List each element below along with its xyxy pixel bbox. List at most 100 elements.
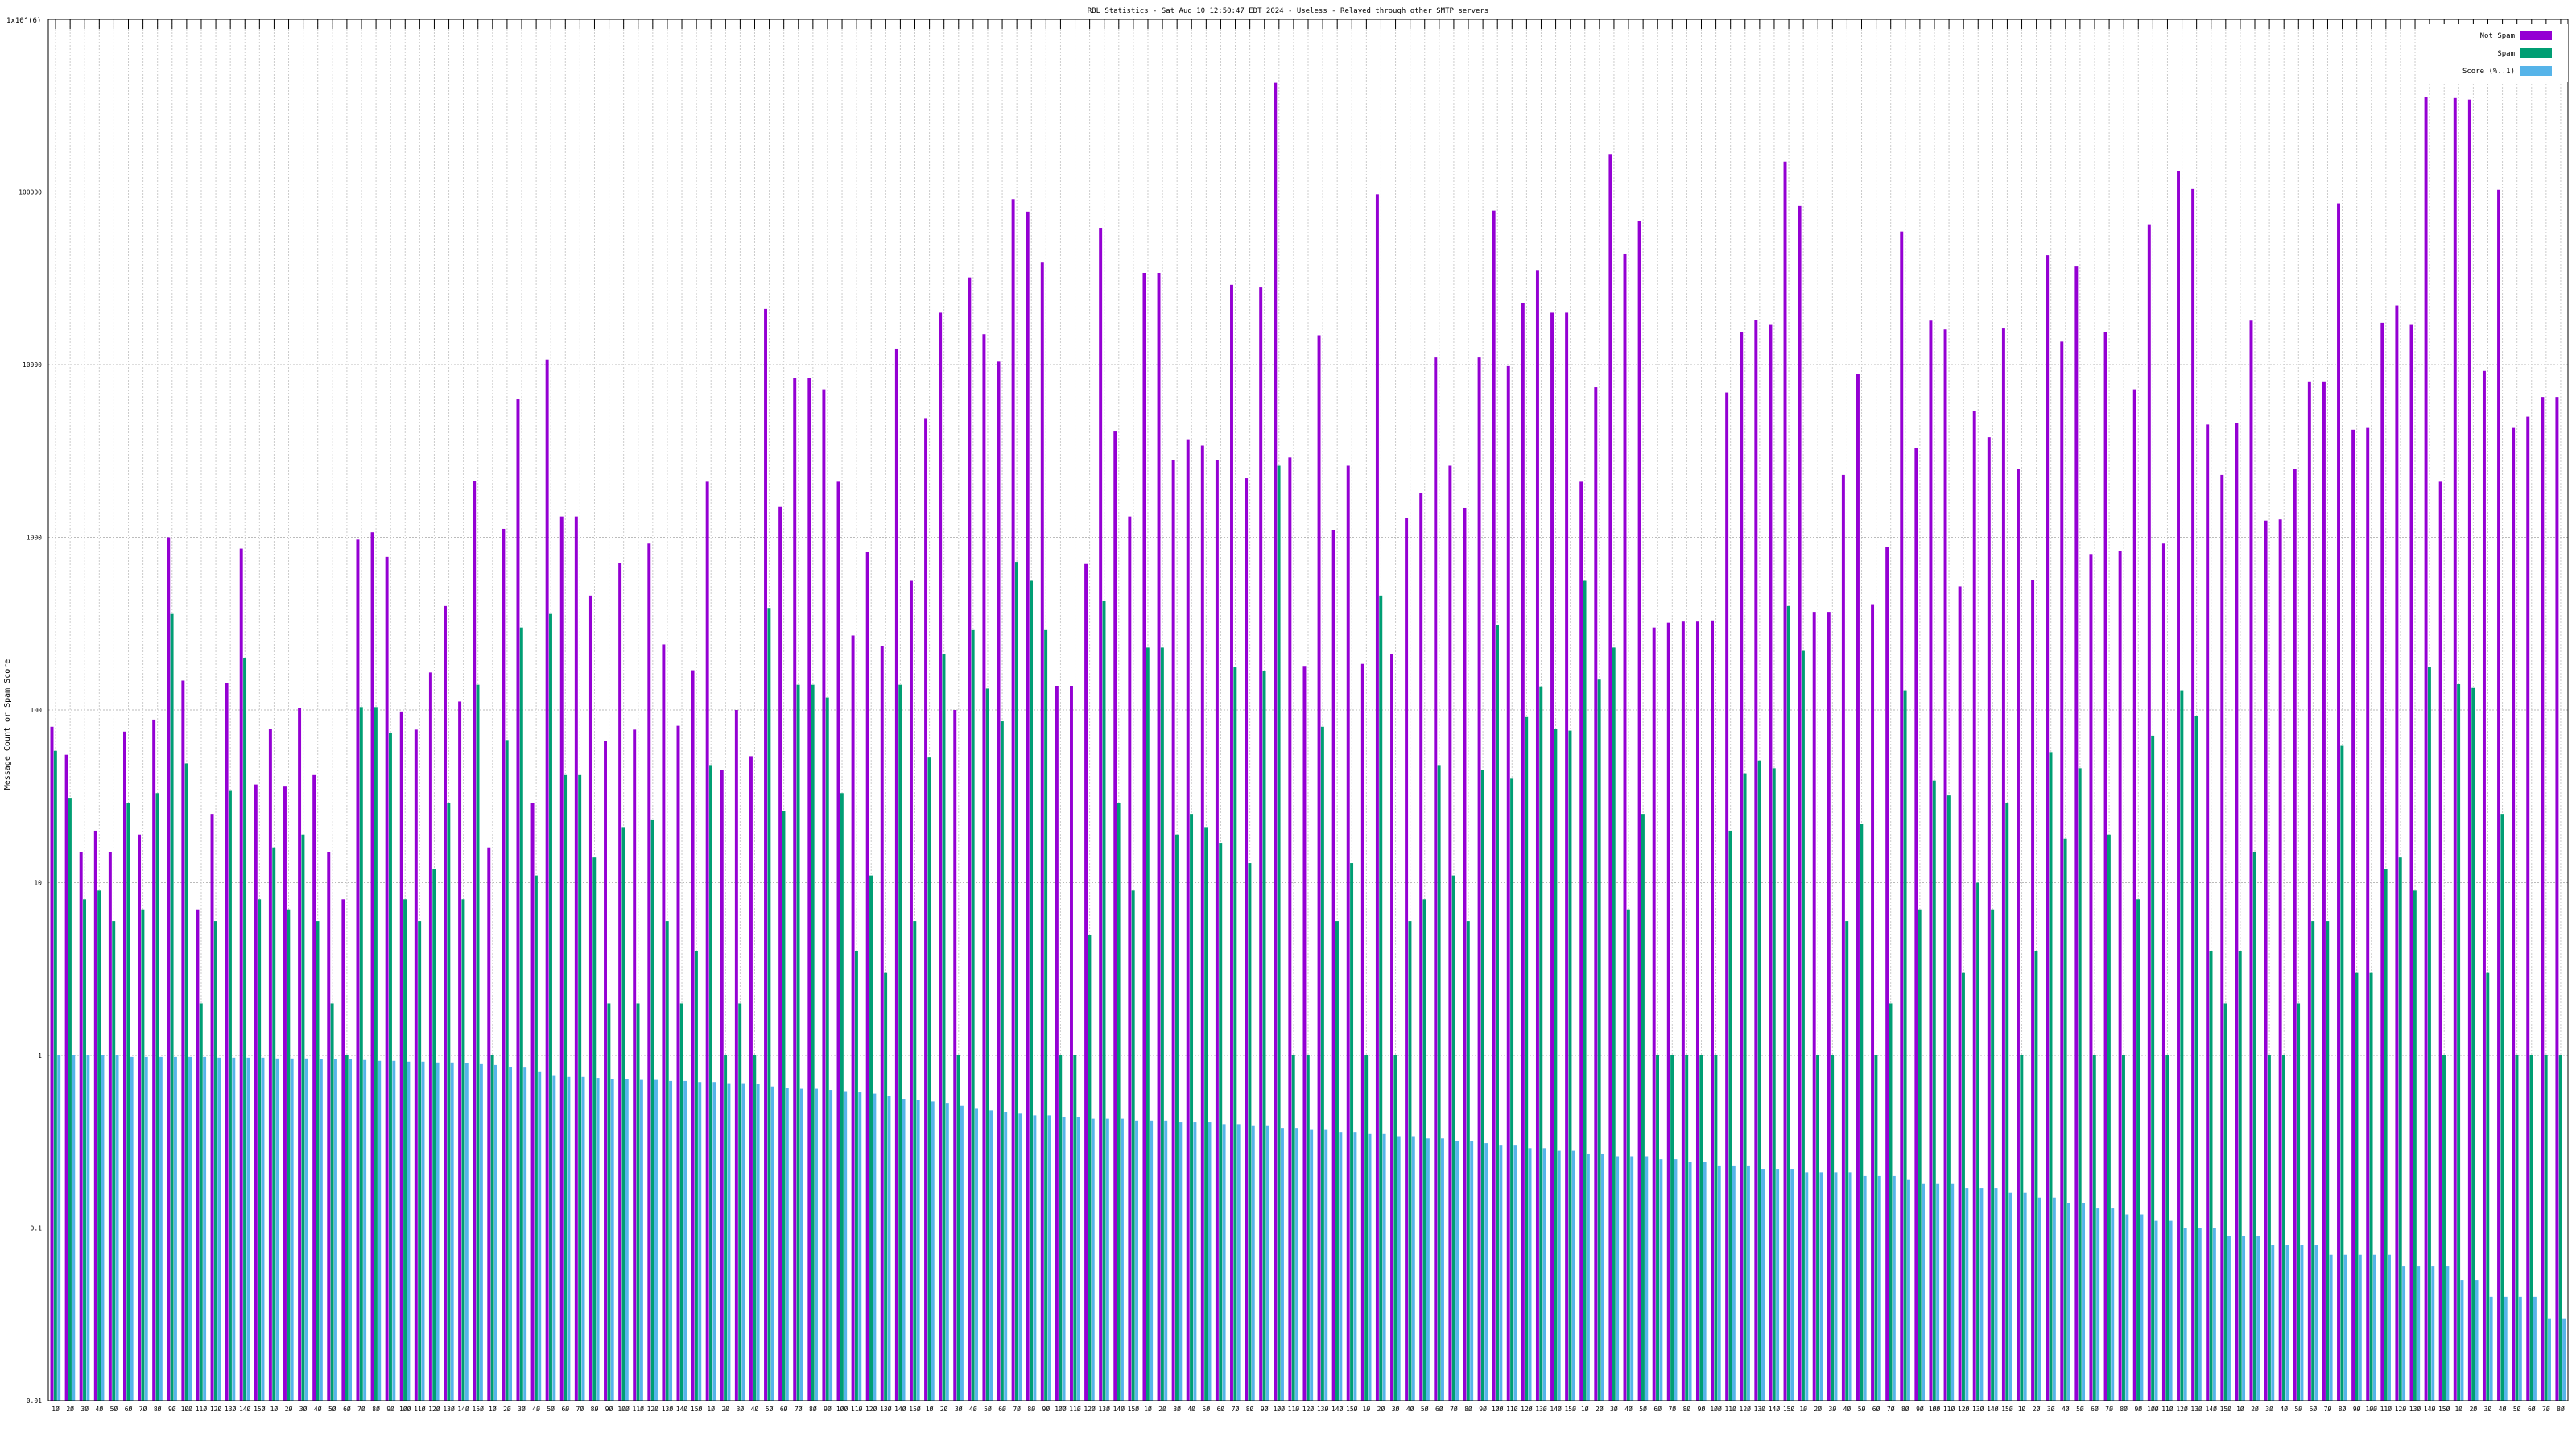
bar-spam <box>1961 972 1965 1401</box>
bar-not-spam <box>2147 224 2151 1401</box>
x-tick-label: 15Ø <box>473 1405 485 1413</box>
bar-not-spam <box>2118 551 2122 1401</box>
x-tick-label: 7Ø <box>2542 1405 2550 1413</box>
bar-score-1 <box>2008 1192 2013 1401</box>
bar-not-spam <box>953 710 957 1401</box>
bar-score-1 <box>1790 1169 1794 1401</box>
bar-not-spam <box>909 580 913 1401</box>
bar-score-1 <box>2023 1192 2027 1401</box>
bar-not-spam <box>1827 612 1831 1401</box>
x-tick-label: 7Ø <box>139 1405 147 1413</box>
bar-score-1 <box>1732 1165 1736 1401</box>
x-tick-label: 8Ø <box>591 1405 599 1413</box>
bar-spam <box>1554 729 1558 1401</box>
bar-spam <box>1131 890 1135 1401</box>
bar-not-spam <box>225 683 229 1401</box>
bar-score-1 <box>1805 1172 1809 1401</box>
bar-score-1 <box>1222 1124 1226 1401</box>
x-tick-label: 13Ø <box>1317 1405 1329 1413</box>
bar-not-spam <box>152 719 156 1401</box>
bar-not-spam <box>2453 97 2457 1401</box>
bar-score-1 <box>1033 1115 1037 1401</box>
x-tick-label: 11Ø <box>633 1405 645 1413</box>
bar-spam <box>1525 716 1529 1401</box>
bar-not-spam <box>64 754 68 1401</box>
bar-spam <box>840 793 844 1401</box>
bar-not-spam <box>2526 416 2530 1401</box>
bar-not-spam <box>1871 604 1875 1401</box>
bar-score-1 <box>2183 1228 2187 1401</box>
bar-spam <box>1510 778 1514 1401</box>
bar-not-spam <box>1521 303 1525 1401</box>
bar-score-1 <box>101 1055 105 1401</box>
x-tick-label: 6Ø <box>1217 1405 1225 1413</box>
x-tick-label: 15Ø <box>2220 1405 2232 1413</box>
bar-spam <box>1408 921 1412 1401</box>
bar-spam <box>403 899 407 1401</box>
bar-not-spam <box>370 532 374 1401</box>
x-tick-label: 1ØØ <box>2147 1405 2159 1413</box>
x-tick-label: 13Ø <box>880 1405 892 1413</box>
bar-score-1 <box>2533 1296 2537 1401</box>
x-tick-label: 1ØØ <box>1929 1405 1941 1413</box>
bar-not-spam <box>1434 357 1438 1401</box>
bar-score-1 <box>1236 1124 1241 1401</box>
y-tick-label: 0.01 <box>27 1397 42 1405</box>
bar-score-1 <box>2460 1280 2464 1401</box>
x-tick-label: 7Ø <box>576 1405 584 1413</box>
bar-not-spam <box>749 756 753 1401</box>
x-tick-label: 1ØØ <box>1055 1405 1067 1413</box>
bar-not-spam <box>604 741 607 1401</box>
x-tick-label: 15Ø <box>1564 1405 1576 1413</box>
bar-not-spam <box>2351 429 2355 1401</box>
bar-not-spam <box>982 334 986 1401</box>
bar-not-spam <box>1740 332 1744 1401</box>
x-tick-label: 14Ø <box>457 1405 469 1413</box>
bar-not-spam <box>2132 389 2136 1401</box>
bar-score-1 <box>1164 1120 1168 1401</box>
bar-spam <box>1437 765 1441 1401</box>
bar-score-1 <box>887 1096 891 1401</box>
bar-not-spam <box>2191 188 2195 1401</box>
bar-score-1 <box>2504 1296 2508 1401</box>
x-tick-label: 11Ø <box>1288 1405 1300 1413</box>
bar-score-1 <box>2227 1236 2231 1401</box>
x-tick-label: 6Ø <box>1653 1405 1662 1413</box>
bar-score-1 <box>2475 1280 2479 1401</box>
bar-spam <box>2092 1055 2096 1401</box>
x-tick-label: 1Ø <box>1799 1405 1807 1413</box>
bar-not-spam <box>181 680 185 1401</box>
x-tick-label: 2Ø <box>1596 1405 1604 1413</box>
bar-score-1 <box>1150 1120 1154 1401</box>
x-tick-label: 3Ø <box>2265 1405 2273 1413</box>
bar-score-1 <box>493 1064 497 1401</box>
x-tick-label: 9Ø <box>824 1405 832 1413</box>
bar-not-spam <box>1711 620 1715 1401</box>
bar-not-spam <box>2541 397 2545 1401</box>
x-tick-label: 7Ø <box>1013 1405 1021 1413</box>
bar-spam <box>1670 1055 1674 1401</box>
bar-score-1 <box>144 1056 148 1401</box>
legend-swatch <box>2520 31 2552 40</box>
bar-spam <box>2486 972 2490 1401</box>
bar-score-1 <box>538 1071 542 1401</box>
x-tick-label: 3Ø <box>80 1405 89 1413</box>
bar-score-1 <box>567 1076 571 1401</box>
bar-not-spam <box>444 605 447 1401</box>
bar-not-spam <box>1652 627 1656 1401</box>
x-tick-label: 5Ø <box>2076 1405 2084 1413</box>
x-tick-label: 2Ø <box>940 1405 948 1413</box>
bar-not-spam <box>968 277 972 1401</box>
bar-spam <box>2136 899 2140 1401</box>
bar-score-1 <box>1688 1162 1692 1401</box>
bar-not-spam <box>487 847 491 1401</box>
bar-score-1 <box>2212 1228 2216 1401</box>
x-tick-label: 9Ø <box>386 1405 394 1413</box>
bar-spam <box>2049 752 2053 1401</box>
bar-spam <box>1248 863 1252 1401</box>
bar-not-spam <box>2089 554 2093 1401</box>
bar-score-1 <box>1645 1156 1649 1401</box>
bar-spam <box>2238 951 2242 1401</box>
bar-spam <box>389 733 392 1401</box>
bar-score-1 <box>799 1088 803 1401</box>
